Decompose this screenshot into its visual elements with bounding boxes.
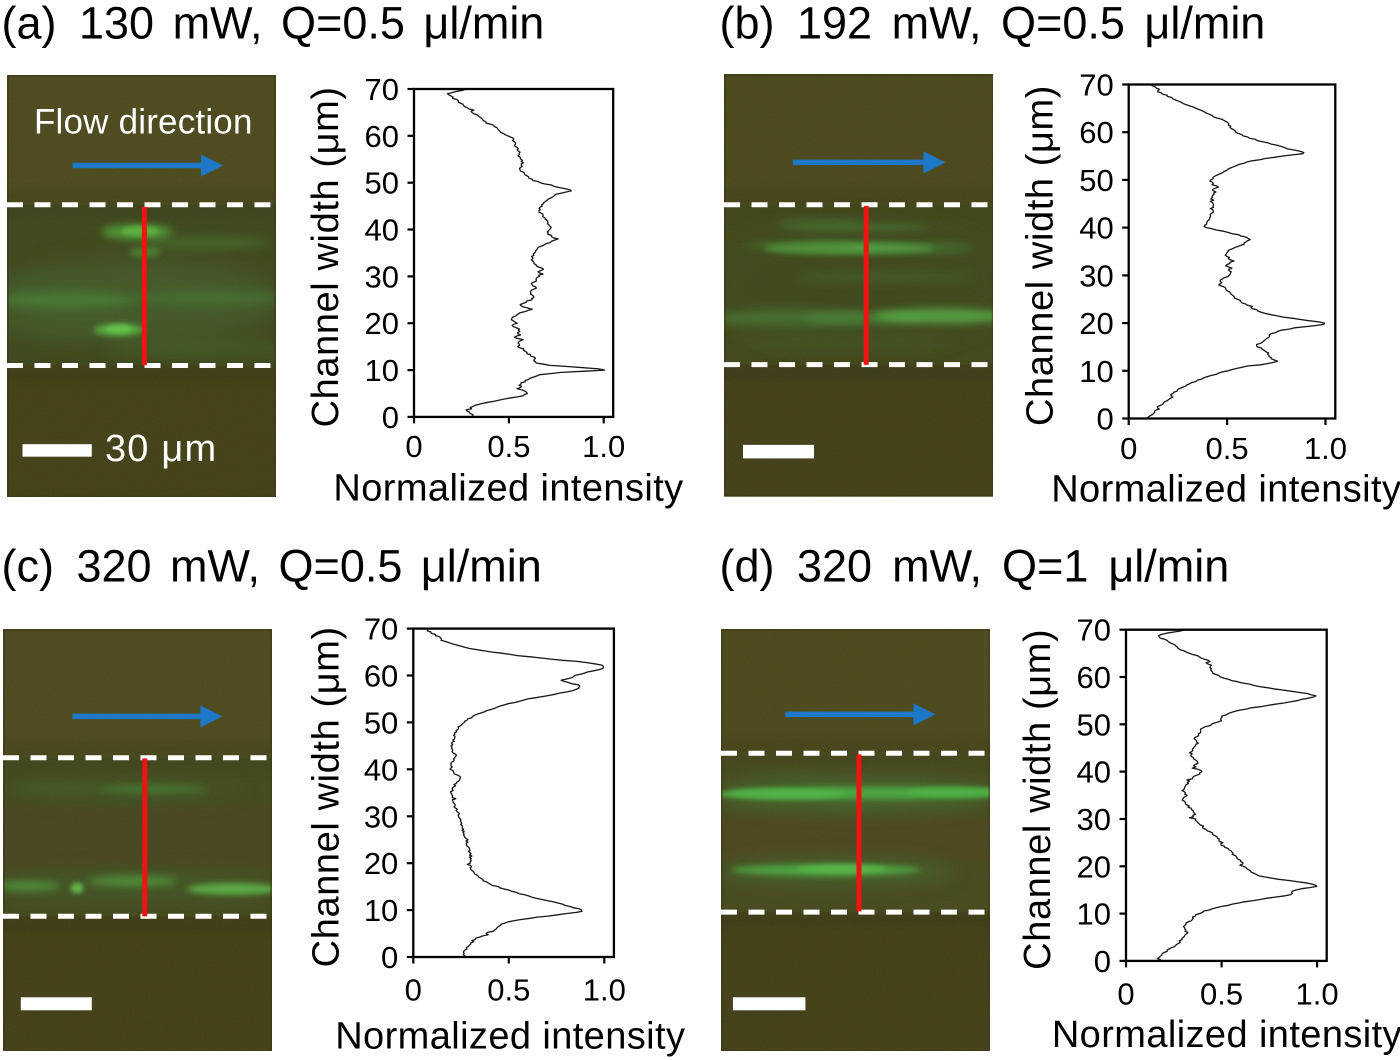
svg-text:0: 0 (1117, 976, 1134, 1011)
svg-text:0: 0 (405, 429, 422, 464)
svg-text:0: 0 (1094, 944, 1111, 979)
svg-text:50: 50 (364, 705, 398, 740)
svg-text:40: 40 (1079, 211, 1113, 246)
svg-text:70: 70 (1077, 613, 1111, 648)
svg-text:Normalized intensity: Normalized intensity (335, 1015, 685, 1057)
svg-text:30: 30 (1077, 802, 1111, 837)
svg-text:60: 60 (1077, 660, 1111, 695)
svg-text:0: 0 (382, 400, 399, 435)
svg-text:1.0: 1.0 (583, 972, 626, 1007)
svg-text:(d) 320 mW, Q=1 μl/min: (d) 320 mW, Q=1 μl/min (720, 541, 1230, 592)
svg-text:0.5: 0.5 (487, 972, 530, 1007)
svg-text:20: 20 (1079, 306, 1113, 341)
svg-text:50: 50 (365, 166, 399, 201)
svg-text:(c) 320 mW, Q=0.5 μl/min: (c) 320 mW, Q=0.5 μl/min (2, 541, 542, 592)
svg-text:60: 60 (364, 659, 398, 694)
svg-text:30 μm: 30 μm (104, 427, 216, 469)
svg-text:0.5: 0.5 (1200, 976, 1243, 1011)
svg-text:Flow direction: Flow direction (33, 102, 252, 141)
svg-text:(b) 192 mW, Q=0.5 μl/min: (b) 192 mW, Q=0.5 μl/min (720, 0, 1266, 48)
svg-text:0: 0 (405, 972, 422, 1007)
svg-text:Normalized intensity: Normalized intensity (1051, 468, 1400, 510)
svg-text:1.0: 1.0 (1304, 431, 1347, 466)
svg-text:50: 50 (1079, 163, 1113, 198)
svg-text:Channel width (μm): Channel width (μm) (1020, 85, 1062, 426)
svg-text:20: 20 (364, 846, 398, 881)
svg-text:30: 30 (1079, 258, 1113, 293)
svg-text:Channel width (μm): Channel width (μm) (1017, 629, 1059, 970)
svg-text:0: 0 (381, 940, 398, 975)
svg-text:70: 70 (1079, 68, 1113, 103)
svg-text:40: 40 (364, 752, 398, 787)
svg-text:Channel width (μm): Channel width (μm) (305, 626, 347, 967)
svg-text:20: 20 (365, 306, 399, 341)
svg-text:Channel width (μm): Channel width (μm) (305, 86, 347, 427)
svg-text:30: 30 (364, 799, 398, 834)
svg-text:Normalized intensity: Normalized intensity (333, 467, 683, 509)
svg-text:1.0: 1.0 (1296, 976, 1339, 1011)
svg-text:10: 10 (364, 893, 398, 928)
svg-text:70: 70 (364, 612, 398, 647)
svg-text:20: 20 (1077, 849, 1111, 884)
svg-text:70: 70 (365, 72, 399, 107)
svg-text:Normalized intensity: Normalized intensity (1052, 1014, 1400, 1056)
svg-text:1.0: 1.0 (582, 429, 625, 464)
svg-text:10: 10 (1079, 354, 1113, 389)
svg-text:40: 40 (365, 213, 399, 248)
svg-text:50: 50 (1077, 707, 1111, 742)
svg-text:0.5: 0.5 (487, 429, 530, 464)
svg-text:0.5: 0.5 (1206, 431, 1249, 466)
svg-text:60: 60 (365, 119, 399, 154)
svg-text:0: 0 (1120, 431, 1137, 466)
svg-text:10: 10 (365, 353, 399, 388)
svg-text:10: 10 (1077, 897, 1111, 932)
svg-text:30: 30 (365, 259, 399, 294)
svg-text:(a) 130 mW, Q=0.5 μl/min: (a) 130 mW, Q=0.5 μl/min (2, 0, 545, 48)
svg-text:0: 0 (1096, 402, 1113, 437)
svg-text:40: 40 (1077, 755, 1111, 790)
svg-text:60: 60 (1079, 115, 1113, 150)
